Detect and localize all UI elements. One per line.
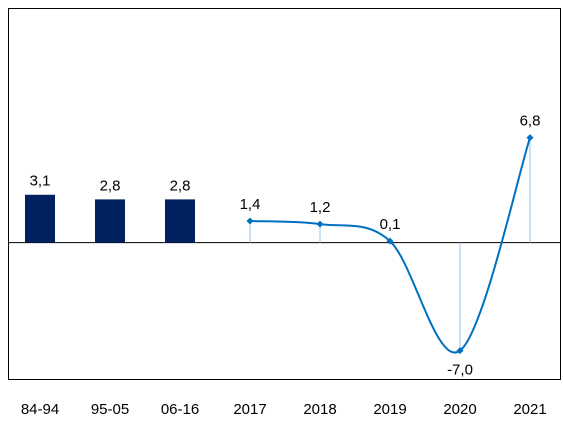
x-tick-label: 2017	[233, 401, 266, 418]
data-label: 0,1	[380, 216, 401, 233]
bar	[165, 199, 195, 243]
marker	[526, 134, 534, 142]
data-label: 6,8	[520, 113, 541, 130]
marker	[386, 237, 394, 245]
data-label: 1,2	[310, 199, 331, 216]
bar	[25, 194, 55, 243]
data-label: 3,1	[30, 173, 51, 190]
data-label: -7,0	[447, 362, 473, 379]
plot-frame	[8, 8, 561, 380]
marker	[456, 347, 464, 355]
x-tick-label: 06-16	[161, 401, 199, 418]
marker	[316, 220, 324, 228]
x-tick-label: 95-05	[91, 401, 129, 418]
x-tick-label: 2018	[303, 401, 336, 418]
bar	[95, 199, 125, 243]
data-label: 2,8	[170, 177, 191, 194]
x-tick-label: 2019	[373, 401, 406, 418]
x-tick-label: 84-94	[21, 401, 59, 418]
marker	[246, 217, 254, 225]
line	[249, 137, 531, 354]
data-label: 2,8	[100, 177, 121, 194]
data-label: 1,4	[240, 196, 261, 213]
x-tick-label: 2020	[443, 401, 476, 418]
x-tick-label: 2021	[513, 401, 546, 418]
